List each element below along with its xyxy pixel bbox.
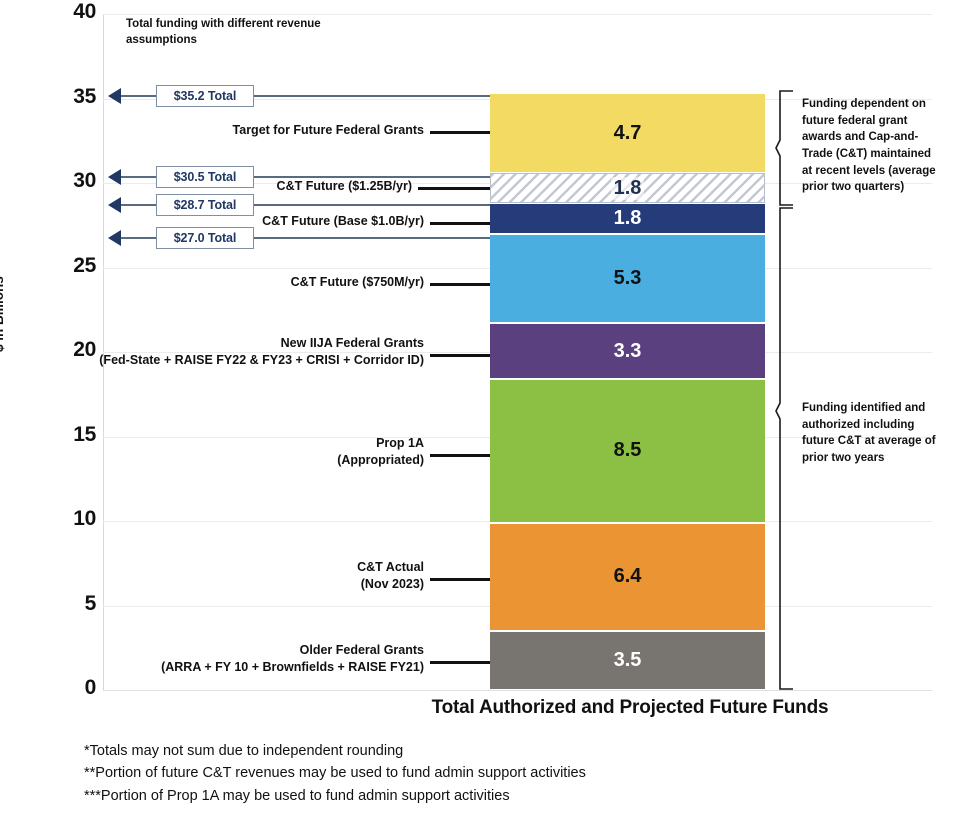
bracket-lower-text: Funding identified and authorized includ… <box>802 402 936 465</box>
total-callout-arrow-2 <box>108 197 121 213</box>
total-callout-arrow-1 <box>108 169 121 185</box>
segment-leader-label-5: Prop 1A (Appropriated) <box>337 435 424 469</box>
segment-leader-label-7: Older Federal Grants (ARRA + FY 10 + Brow… <box>161 642 424 676</box>
bar-segment-5[interactable]: 8.5 <box>490 379 765 523</box>
bar-segment-7[interactable]: 3.5 <box>490 630 765 690</box>
segment-leader-line-6 <box>430 578 490 581</box>
y-tick-label-30: 30 <box>73 169 96 192</box>
segment-leader-line-7 <box>430 661 490 664</box>
total-callout-2[interactable]: $28.7 Total <box>156 194 254 216</box>
segment-leader-line-0 <box>430 131 490 134</box>
segment-leader-label-line1-5: Prop 1A <box>376 436 424 450</box>
bar-segment-value-5: 8.5 <box>613 439 642 462</box>
segment-leader-label-line1-6: C&T Actual <box>357 560 424 574</box>
y-tick-label-35: 35 <box>73 84 96 108</box>
bracket-upper <box>775 90 797 206</box>
segment-leader-label-line1-0: Target for Future Federal Grants <box>232 123 424 137</box>
total-callout-line-2 <box>118 204 490 206</box>
x-axis-title: Total Authorized and Projected Future Fu… <box>431 697 829 718</box>
gridline-40 <box>103 14 932 15</box>
y-tick-label-15: 15 <box>73 422 96 446</box>
bar-segment-4[interactable]: 3.3 <box>490 323 765 380</box>
bar-segment-6[interactable]: 6.4 <box>490 522 765 631</box>
bar-segment-0[interactable]: 4.7 <box>490 93 765 173</box>
segment-leader-label-line1-3: C&T Future ($750M/yr) <box>290 275 424 289</box>
y-tick-label-25: 25 <box>73 253 96 277</box>
segment-leader-label-line2-6: (Nov 2023) <box>360 576 424 591</box>
bar-segment-2[interactable]: 1.8 <box>490 203 765 234</box>
segment-leader-line-3 <box>430 283 490 286</box>
segment-leader-label-line2-7: (ARRA + FY 10 + Brownfields + RAISE FY21… <box>161 659 424 674</box>
bar-segment-value-7: 3.5 <box>613 648 642 671</box>
y-tick-label-0: 0 <box>84 676 97 699</box>
bracket-lower <box>775 207 797 690</box>
segment-leader-line-4 <box>430 354 490 357</box>
bracket-upper-text: Funding dependent on future federal gran… <box>802 98 936 194</box>
bar-segment-1[interactable]: 1.8 <box>490 172 765 204</box>
total-callout-arrow-0 <box>108 88 121 104</box>
total-callout-3[interactable]: $27.0 Total <box>156 227 254 249</box>
total-callout-arrow-3 <box>108 230 121 246</box>
segment-leader-label-line2-5: (Appropriated) <box>337 452 424 467</box>
y-tick-label-20: 20 <box>73 338 96 361</box>
footnote-0: *Totals may not sum due to independent r… <box>84 743 404 759</box>
y-axis-title: $ in Billions <box>0 276 6 352</box>
bar-segment-value-4: 3.3 <box>613 339 642 362</box>
footnotes: *Totals may not sum due to independent r… <box>84 740 586 807</box>
total-callout-line-0 <box>118 95 490 97</box>
footnote-1: **Portion of future C&T revenues may be … <box>84 765 586 782</box>
segment-leader-label-line1-7: Older Federal Grants <box>299 643 424 657</box>
footnote-2: ***Portion of Prop 1A may be used to fun… <box>84 787 510 804</box>
bar-segment-value-1: 1.8 <box>610 176 645 200</box>
total-callout-line-3 <box>118 237 490 239</box>
segment-leader-label-0: Target for Future Federal Grants <box>233 122 424 139</box>
segment-leader-label-line1-2: C&T Future (Base $1.0B/yr) <box>262 214 424 228</box>
segment-leader-label-4: New IIJA Federal Grants (Fed-State + RAIS… <box>99 335 424 369</box>
segment-leader-label-1: C&T Future ($1.25B/yr) <box>277 178 412 195</box>
segment-leader-label-3: C&T Future ($750M/yr) <box>291 274 424 291</box>
segment-leader-label-line1-1: C&T Future ($1.25B/yr) <box>276 179 412 193</box>
gridline-0 <box>103 690 932 691</box>
bar-segment-value-0: 4.7 <box>613 121 642 144</box>
segment-leader-label-2: C&T Future (Base $1.0B/yr) <box>262 213 424 230</box>
segment-leader-line-5 <box>430 454 490 457</box>
total-callout-line-1 <box>118 176 490 178</box>
bar-segment-3[interactable]: 5.3 <box>490 233 765 324</box>
y-tick-label-40: 40 <box>73 0 96 23</box>
bar-segment-value-6: 6.4 <box>613 565 642 588</box>
y-tick-label-10: 10 <box>73 507 96 530</box>
segment-leader-line-1 <box>418 187 490 190</box>
segment-leader-label-line1-4: New IIJA Federal Grants <box>280 336 424 350</box>
total-callout-0[interactable]: $35.2 Total <box>156 85 254 107</box>
segment-leader-label-6: C&T Actual (Nov 2023) <box>357 559 424 593</box>
y-tick-label-5: 5 <box>84 591 97 615</box>
header-note: Total funding with different revenue ass… <box>126 18 321 47</box>
total-callout-1[interactable]: $30.5 Total <box>156 166 254 188</box>
segment-leader-label-line2-4: (Fed-State + RAISE FY22 & FY23 + CRISI +… <box>99 352 424 367</box>
bar-segment-value-2: 1.8 <box>613 206 642 229</box>
segment-leader-line-2 <box>430 222 490 225</box>
bar-segment-value-3: 5.3 <box>613 266 642 289</box>
